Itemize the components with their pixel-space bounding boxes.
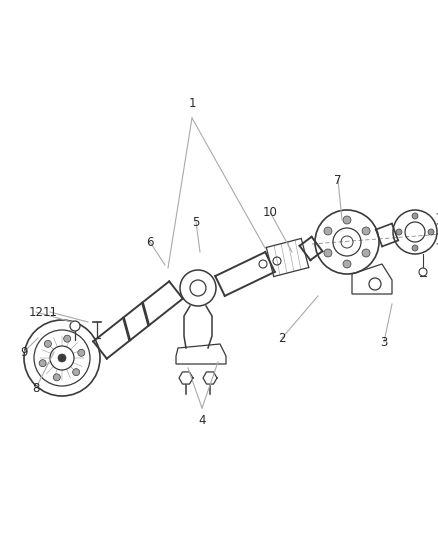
Circle shape: [73, 369, 80, 376]
Circle shape: [44, 341, 51, 348]
Circle shape: [58, 354, 66, 362]
Text: 5: 5: [192, 215, 200, 229]
Circle shape: [362, 249, 370, 257]
Circle shape: [39, 360, 46, 367]
Text: 3: 3: [380, 335, 388, 349]
Circle shape: [343, 216, 351, 224]
Text: 10: 10: [262, 206, 277, 219]
Circle shape: [412, 245, 418, 251]
Text: 4: 4: [198, 414, 206, 427]
Text: 9: 9: [20, 345, 28, 359]
Text: 1: 1: [188, 97, 196, 110]
Text: 12: 12: [28, 305, 43, 319]
Circle shape: [419, 268, 427, 276]
Circle shape: [412, 213, 418, 219]
Text: 8: 8: [32, 382, 40, 394]
Text: 7: 7: [334, 174, 342, 187]
Circle shape: [396, 229, 402, 235]
Circle shape: [324, 249, 332, 257]
Circle shape: [78, 349, 85, 357]
Circle shape: [64, 335, 71, 342]
Circle shape: [343, 260, 351, 268]
Circle shape: [362, 227, 370, 235]
Text: 11: 11: [42, 305, 57, 319]
Circle shape: [324, 227, 332, 235]
Circle shape: [53, 374, 60, 381]
Circle shape: [70, 321, 80, 331]
Text: 6: 6: [146, 236, 154, 248]
Text: 2: 2: [278, 332, 286, 344]
Circle shape: [428, 229, 434, 235]
